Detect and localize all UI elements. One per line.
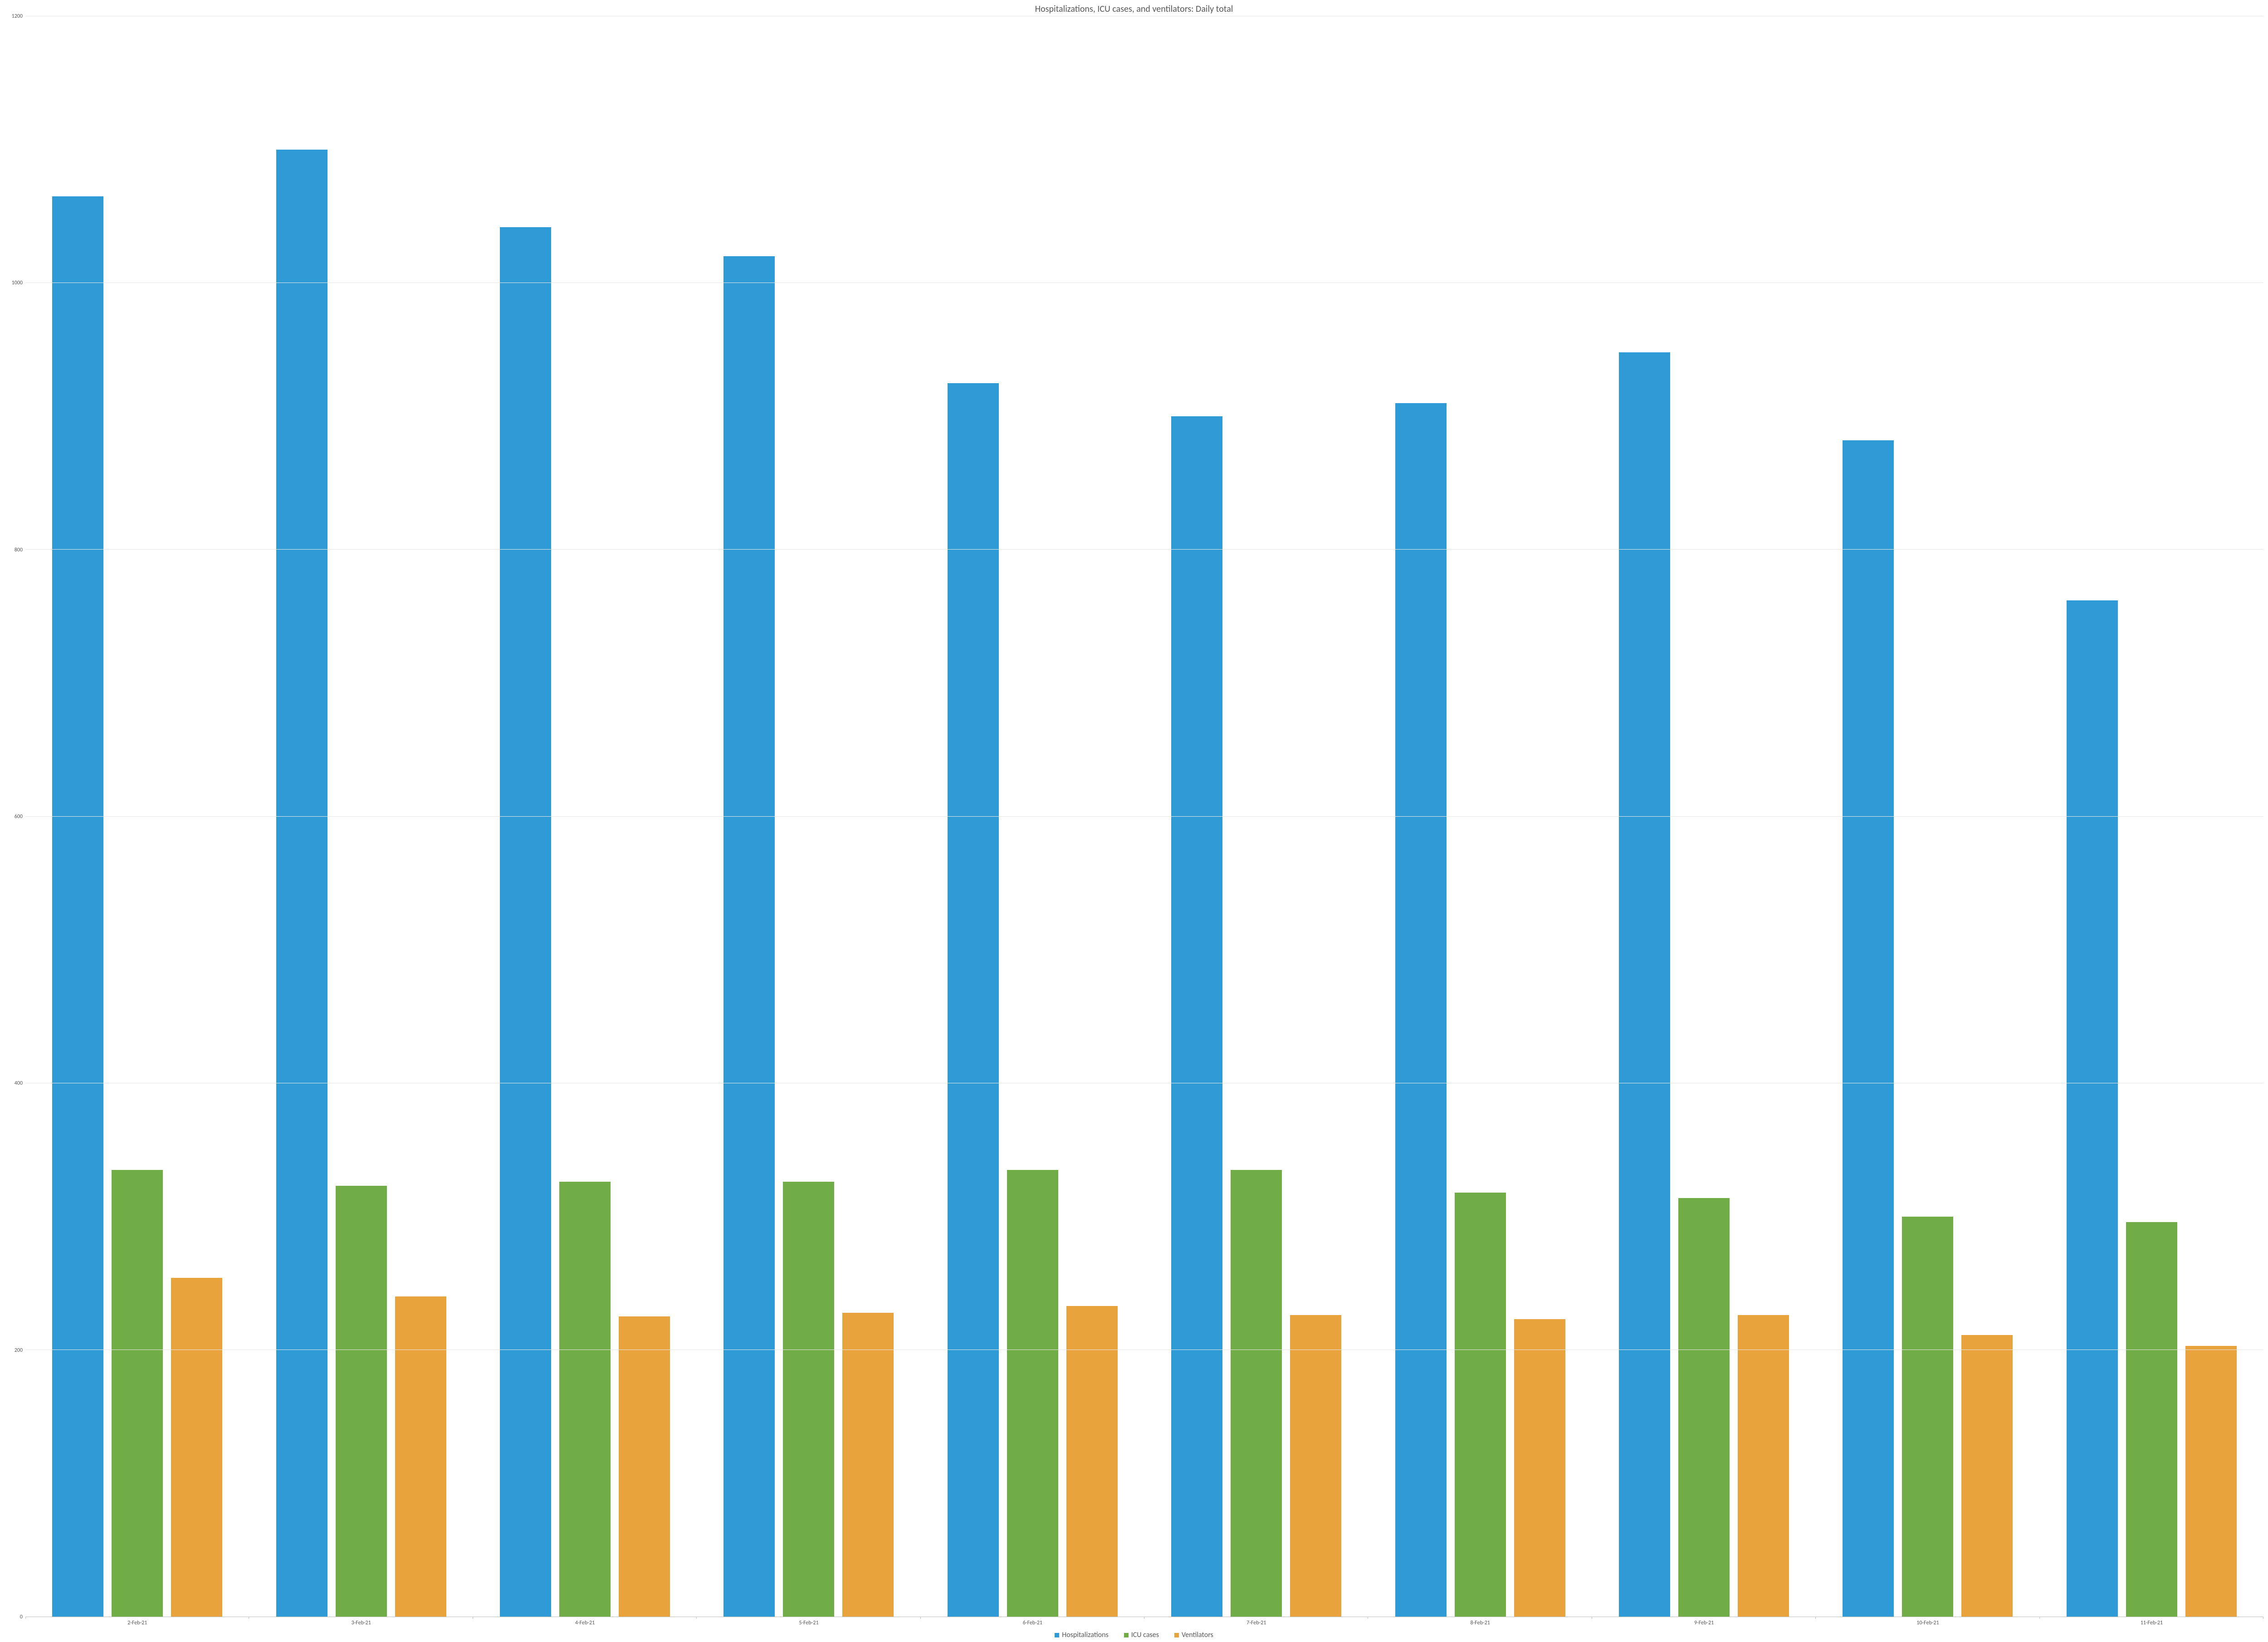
bar-group <box>1816 16 2039 1617</box>
bar-group <box>697 16 920 1617</box>
bar <box>2067 600 2118 1617</box>
x-tick-label: 2-Feb-21 <box>25 1617 249 1626</box>
bar-group <box>1144 16 1368 1617</box>
legend-label: ICU cases <box>1131 1631 1159 1639</box>
bar <box>619 1316 670 1617</box>
bar <box>1514 1319 1565 1617</box>
x-tick-mark <box>696 1617 697 1619</box>
x-tick-label: 3-Feb-21 <box>249 1617 473 1626</box>
y-tick-label: 200 <box>15 1347 23 1354</box>
bar <box>171 1278 222 1617</box>
x-tick-label: 11-Feb-21 <box>2040 1617 2263 1626</box>
bars <box>249 16 473 1617</box>
x-tick-label: 7-Feb-21 <box>1144 1617 1368 1626</box>
bar-group <box>921 16 1144 1617</box>
bar <box>1738 1315 1789 1617</box>
bar <box>2185 1346 2237 1617</box>
legend-item: Ventilators <box>1174 1631 1213 1639</box>
bar <box>1066 1306 1118 1617</box>
bar <box>2126 1222 2177 1617</box>
bars <box>1592 16 1816 1617</box>
x-tick-label: 4-Feb-21 <box>473 1617 697 1626</box>
gridline <box>25 816 2263 817</box>
bar-group <box>25 16 249 1617</box>
bars <box>2040 16 2263 1617</box>
bar <box>842 1313 894 1617</box>
bar-group <box>249 16 473 1617</box>
bar <box>276 150 327 1617</box>
bars <box>473 16 697 1617</box>
bar <box>1678 1198 1730 1617</box>
bar <box>1231 1170 1282 1617</box>
bars <box>1816 16 2039 1617</box>
legend-swatch <box>1174 1633 1179 1637</box>
bar <box>1290 1315 1341 1617</box>
x-tick-mark <box>2039 1617 2040 1619</box>
y-tick-label: 1200 <box>12 13 23 19</box>
bar-groups <box>25 16 2263 1617</box>
y-tick-label: 800 <box>15 547 23 553</box>
y-tick-label: 400 <box>15 1080 23 1087</box>
legend-item: ICU cases <box>1124 1631 1159 1639</box>
bars <box>25 16 249 1617</box>
bar-group <box>2040 16 2263 1617</box>
bar <box>1961 1335 2013 1617</box>
chart-container: Hospitalizations, ICU cases, and ventila… <box>0 0 2268 1642</box>
plot-area <box>25 16 2263 1617</box>
bar <box>1455 1193 1506 1617</box>
x-tick-mark <box>25 1617 26 1619</box>
x-tick-label: 9-Feb-21 <box>1592 1617 1816 1626</box>
y-axis: 0 200 400 600 800 1000 1200 <box>5 16 25 1617</box>
bar-group <box>1592 16 1816 1617</box>
bar <box>500 227 551 1617</box>
x-axis: 2-Feb-213-Feb-214-Feb-215-Feb-216-Feb-21… <box>5 1617 2263 1626</box>
x-tick-label: 10-Feb-21 <box>1816 1617 2039 1626</box>
bars <box>1368 16 1592 1617</box>
bar <box>1007 1170 1058 1617</box>
chart-title: Hospitalizations, ICU cases, and ventila… <box>5 3 2263 16</box>
bar <box>948 383 999 1617</box>
plot-row: 0 200 400 600 800 1000 1200 <box>5 16 2263 1617</box>
legend-label: Hospitalizations <box>1062 1631 1109 1639</box>
y-tick-label: 600 <box>15 814 23 820</box>
bar <box>1843 440 1894 1617</box>
y-tick-label: 1000 <box>12 280 23 286</box>
legend-swatch <box>1055 1633 1059 1637</box>
x-tick-label: 8-Feb-21 <box>1368 1617 1592 1626</box>
bar <box>1395 403 1447 1617</box>
bar <box>1902 1217 1953 1617</box>
bar <box>336 1186 387 1617</box>
legend-label: Ventilators <box>1182 1631 1213 1639</box>
legend: Hospitalizations ICU cases Ventilators <box>5 1626 2263 1640</box>
bar <box>1619 352 1670 1617</box>
bar <box>112 1170 163 1617</box>
bars <box>1144 16 1368 1617</box>
bars <box>921 16 1144 1617</box>
bars <box>697 16 920 1617</box>
bar <box>559 1182 611 1617</box>
bar <box>723 256 775 1617</box>
bar <box>1171 416 1222 1617</box>
x-tick-mark <box>1815 1617 1816 1619</box>
bar-group <box>1368 16 1592 1617</box>
bar <box>783 1182 834 1617</box>
bar-group <box>473 16 697 1617</box>
gridline <box>25 549 2263 550</box>
x-tick-mark <box>920 1617 921 1619</box>
x-tick-label: 5-Feb-21 <box>697 1617 920 1626</box>
legend-item: Hospitalizations <box>1055 1631 1109 1639</box>
bar <box>52 196 103 1617</box>
legend-swatch <box>1124 1633 1129 1637</box>
x-tick-label: 6-Feb-21 <box>921 1617 1144 1626</box>
bar <box>395 1296 446 1617</box>
y-tick-label: 0 <box>20 1614 23 1620</box>
